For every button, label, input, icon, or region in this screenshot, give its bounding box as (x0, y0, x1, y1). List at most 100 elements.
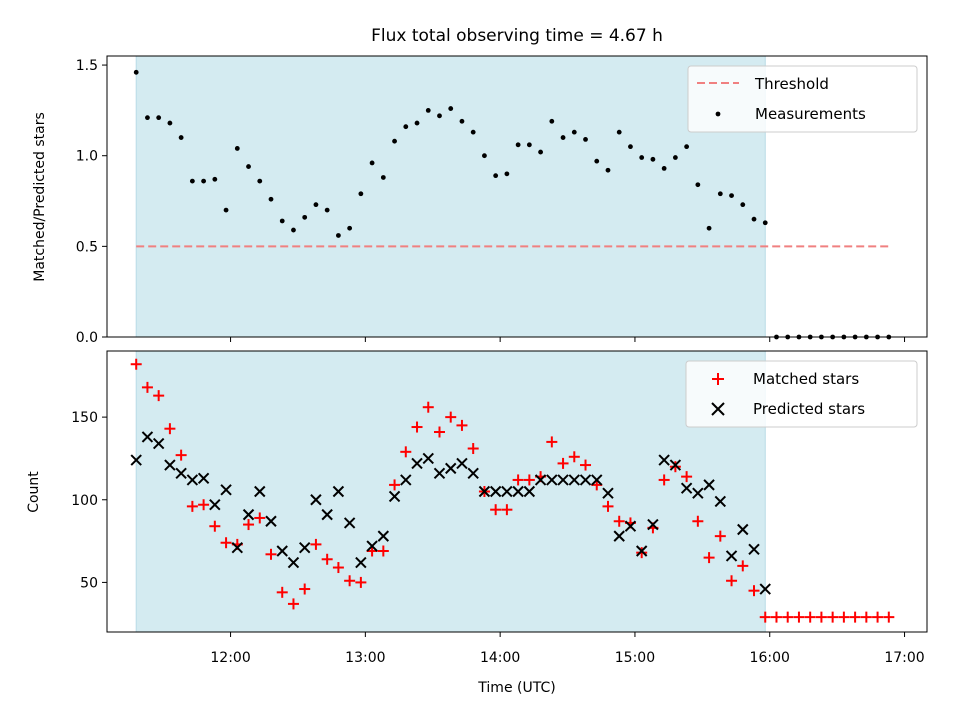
predicted-star-point (692, 487, 704, 499)
top-y-axis-label: Matched/Predicted stars (32, 112, 48, 282)
predicted-star-point (624, 520, 637, 532)
measurement-point (549, 118, 555, 124)
measurement-point (650, 156, 656, 162)
measurement-point (234, 146, 240, 151)
measurement-point (133, 69, 139, 75)
predicted-star-point (489, 485, 502, 498)
measurement-point (313, 202, 319, 208)
predicted-star-point (400, 474, 412, 486)
matched-star-point (714, 530, 726, 542)
measurement-point (392, 138, 397, 144)
measurement-point (751, 216, 757, 222)
shaded-region (135, 350, 766, 633)
top-x-ticks (230, 337, 906, 342)
measurement-point (616, 129, 622, 135)
top-legend: Threshold Measurements (687, 65, 918, 133)
matched-star-point (299, 583, 311, 595)
predicted-stars-points (130, 431, 771, 595)
measurement-point (526, 142, 532, 148)
matched-star-point (153, 390, 165, 402)
predicted-star-point (254, 485, 266, 498)
measurement-point (347, 225, 353, 231)
predicted-star-point (680, 482, 693, 494)
predicted-star-point (310, 494, 322, 506)
matched-star-point (838, 611, 850, 623)
x-tick-label: 16:00 (750, 650, 790, 666)
predicted-star-point (332, 485, 345, 498)
measurement-point (279, 218, 285, 224)
measurement-point (380, 175, 386, 180)
predicted-star-point (748, 543, 760, 556)
x-tick-label: 17:00 (884, 650, 924, 666)
x-tick-label: 12:00 (210, 650, 250, 666)
matched-star-point (872, 611, 884, 623)
top-panel: 0.0 0.5 1.0 1.5 Matched/Predicted stars Thr… (32, 55, 928, 346)
x-tick-label: 14:00 (480, 650, 520, 666)
matched-star-point (355, 576, 367, 588)
matched-star-point (793, 611, 805, 623)
measurement-point (425, 107, 431, 113)
measurement-point (762, 220, 768, 226)
predicted-star-point (152, 437, 165, 450)
predicted-star-point (287, 556, 300, 569)
matched-star-point (613, 515, 625, 527)
matched-star-point (389, 479, 401, 491)
measurement-point (459, 118, 465, 124)
measurement-point (324, 207, 330, 213)
predicted-star-point (164, 459, 176, 471)
measurement-point (729, 193, 734, 198)
predicted-star-point (366, 540, 378, 552)
x-tick-label: 13:00 (345, 650, 385, 666)
measurement-point (156, 115, 162, 121)
measurement-point (717, 191, 723, 197)
predicted-star-point (175, 467, 187, 480)
matched-star-point (512, 474, 524, 486)
matched-star-point (860, 611, 872, 623)
matched-star-point (186, 500, 198, 512)
bottom-plot-frame (106, 350, 928, 633)
measurement-point (268, 196, 274, 202)
matched-star-point (490, 504, 502, 516)
y-tick-label: 50 (80, 575, 98, 591)
matched-star-point (265, 548, 277, 560)
matched-star-point (344, 575, 356, 587)
measurement-point (201, 178, 207, 184)
measurement-point (369, 160, 375, 166)
legend-measurements-label: Measurements (755, 105, 866, 123)
predicted-star-point (445, 462, 457, 475)
matched-star-point (815, 611, 827, 623)
top-legend-box (687, 65, 918, 133)
measurement-point (571, 129, 577, 135)
matched-star-point (332, 562, 344, 574)
legend-threshold-label: Threshold (754, 75, 829, 93)
predicted-star-point (197, 472, 210, 484)
predicted-star-point (265, 515, 277, 527)
x-axis-label: Time (UTC) (477, 680, 555, 696)
measurement-point (335, 233, 341, 238)
legend-matched-swatch (712, 373, 724, 385)
measurement-point (538, 149, 543, 155)
matched-star-point (209, 520, 221, 532)
predicted-star-point (602, 487, 614, 499)
matched-star-point (703, 552, 715, 564)
bottom-y-axis-label: Count (26, 471, 42, 513)
measurement-point (178, 135, 184, 140)
measurement-point (167, 120, 173, 126)
predicted-star-point (501, 485, 513, 498)
predicted-star-point (714, 495, 727, 508)
top-plot-frame (106, 55, 928, 338)
measurement-point (223, 207, 229, 213)
measurement-point (661, 166, 667, 171)
matched-star-point (254, 512, 266, 524)
matched-star-point (681, 471, 693, 483)
measurement-point (706, 225, 712, 231)
matched-star-point (658, 474, 670, 486)
measurement-point (302, 214, 308, 220)
predicted-star-point (725, 550, 738, 562)
measurement-point (189, 178, 195, 184)
measurement-point (493, 173, 499, 179)
predicted-star-point (209, 499, 221, 511)
predicted-star-point (658, 454, 670, 466)
